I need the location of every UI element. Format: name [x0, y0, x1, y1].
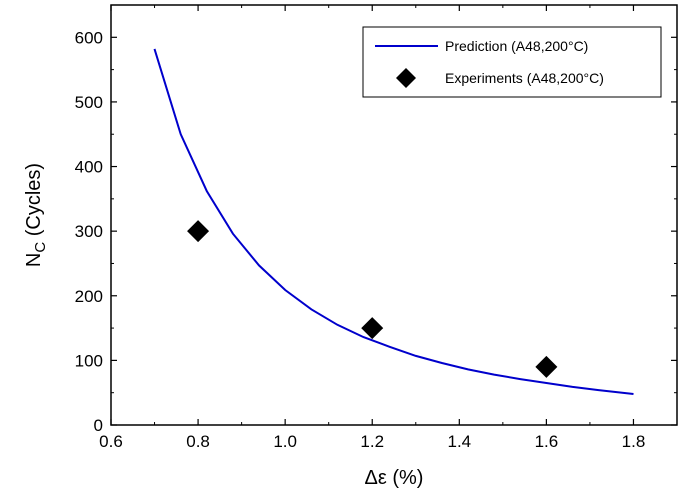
y-axis: 0 100 200 300 400 500 600 [75, 28, 677, 435]
x-tick-label: 1.4 [447, 432, 471, 451]
y-axis-title-rest: (Cycles) [23, 163, 45, 242]
plot-area [110, 4, 678, 426]
x-tick-label: 0.8 [186, 432, 210, 451]
x-tick-label: 1.8 [622, 432, 646, 451]
legend-prediction-label: Prediction (A48,200°C) [445, 38, 588, 54]
x-tick-label: 1.6 [535, 432, 559, 451]
y-axis-title: NC (Cycles) [23, 163, 49, 267]
x-axis: 0.6 0.8 1.0 1.2 1.4 1.6 1.8 [99, 5, 645, 451]
series-layer [153, 48, 634, 395]
legend-experiments-swatch [396, 68, 416, 88]
legend-experiments-label: Experiments (A48,200°C) [445, 70, 604, 86]
legend: Prediction (A48,200°C) Experiments (A48,… [362, 26, 662, 98]
x-tick-label: 1.2 [360, 432, 384, 451]
y-axis-title-subscript: C [32, 242, 49, 253]
y-tick-label: 200 [75, 287, 103, 306]
experiment-point [187, 220, 210, 243]
legend-box [362, 26, 662, 98]
plot-frame [110, 4, 678, 426]
x-tick-label: 0.6 [99, 432, 123, 451]
y-axis-title-main: N [23, 253, 45, 267]
y-tick-label: 0 [94, 416, 103, 435]
x-axis-title: Δε (%) [365, 467, 424, 489]
y-tick-label: 400 [75, 158, 103, 177]
y-tick-label: 500 [75, 93, 103, 112]
prediction-line [153, 48, 634, 395]
y-tick-label: 600 [75, 28, 103, 47]
y-tick-label: 100 [75, 351, 103, 370]
y-tick-label: 300 [75, 222, 103, 241]
experiment-point [535, 355, 558, 378]
experiment-point [361, 317, 384, 340]
x-tick-label: 1.0 [273, 432, 297, 451]
